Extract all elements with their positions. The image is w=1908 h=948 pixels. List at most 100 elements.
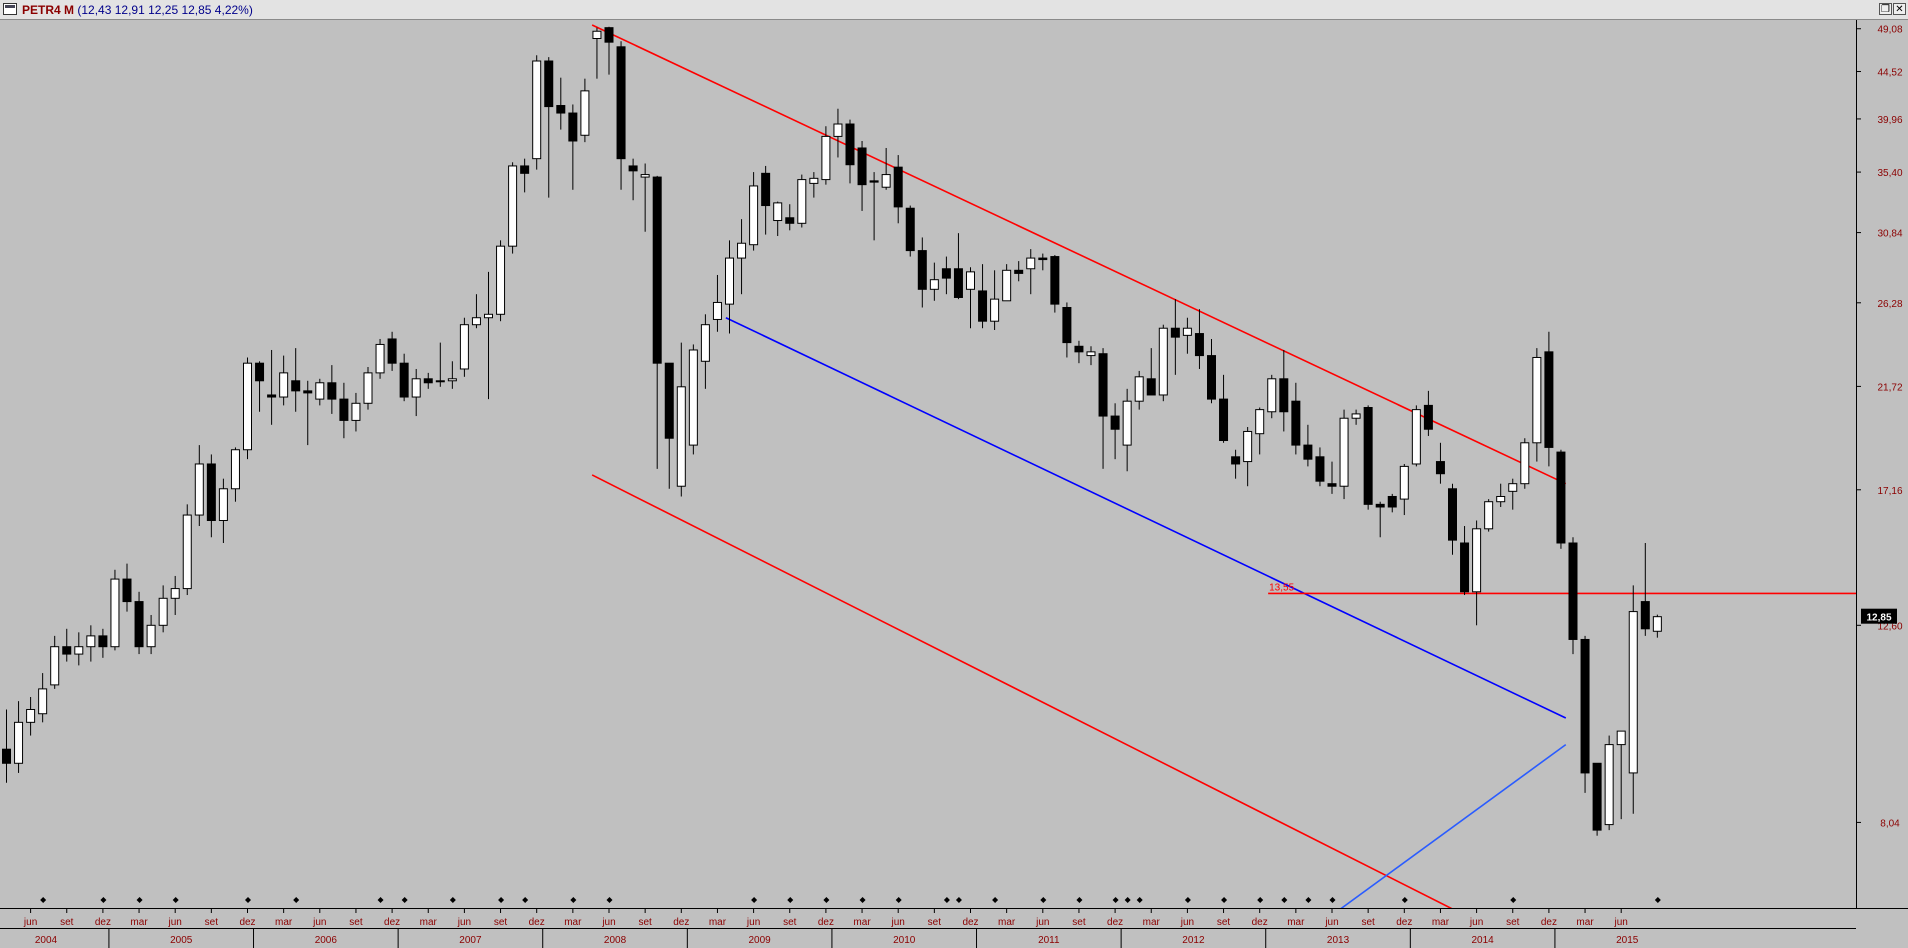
candle-down (869, 172, 879, 241)
price-tick-label: 26,28 (1877, 299, 1902, 310)
candle-up (351, 392, 361, 432)
event-marker (136, 897, 143, 903)
candle-body (773, 202, 783, 222)
close-window-icon[interactable]: ✕ (1893, 3, 1906, 15)
candle-body (1194, 333, 1204, 357)
event-marker (377, 897, 384, 903)
candle-up (1339, 409, 1349, 500)
candle-down (1315, 447, 1325, 487)
candle-body (327, 382, 337, 400)
month-tick-label: mar (853, 917, 871, 928)
event-marker (1510, 897, 1517, 903)
candle-body (1640, 601, 1650, 630)
candle-up (1508, 478, 1518, 510)
month-tick-label: jun (1035, 917, 1049, 928)
candle-up (182, 504, 192, 596)
candle-body (38, 688, 48, 715)
candle-body (785, 217, 795, 224)
candle-body (26, 708, 36, 723)
event-marker (1040, 897, 1047, 903)
year-label: 2014 (1472, 935, 1495, 946)
candle-down (339, 382, 349, 439)
candle-up (1532, 348, 1542, 462)
event-marker (1221, 897, 1228, 903)
month-tick-label: set (1506, 917, 1520, 928)
candle-body (712, 301, 722, 320)
candle-body (399, 362, 409, 398)
candle-body (411, 378, 421, 398)
candle-body (1496, 495, 1506, 503)
candle-up (797, 174, 807, 228)
month-tick-label: set (1361, 917, 1375, 928)
candle-down (893, 155, 903, 224)
candle-body (339, 398, 349, 421)
candle-up (881, 147, 891, 190)
candle-body (1158, 327, 1168, 396)
candle-up (86, 625, 96, 662)
candlestick-chart[interactable]: 49,08 44,52 39,96 35,40 30,84 26,28 21,72 17,16… (0, 20, 1908, 948)
candle-body (1207, 355, 1216, 400)
candle-body (1411, 409, 1421, 465)
candle-up (1652, 614, 1662, 638)
restore-window-icon[interactable]: ❐ (1879, 3, 1892, 15)
event-marker (100, 897, 107, 903)
candle-body (1182, 327, 1192, 336)
event-marker (1401, 897, 1408, 903)
candle-body (568, 112, 578, 142)
candle-down (1568, 537, 1578, 655)
year-label: 2004 (35, 935, 58, 946)
candle-up (1399, 463, 1409, 516)
candle-body (1122, 400, 1132, 446)
candle-down (1146, 348, 1156, 396)
year-label: 2012 (1182, 935, 1205, 946)
price-tick-label: 35,40 (1877, 168, 1902, 179)
candle-down (1435, 442, 1445, 484)
candle-up (411, 368, 421, 417)
ohlc-readout: (12,43 12,91 12,25 12,85 4,22%) (77, 3, 253, 17)
candle-body (1568, 542, 1578, 640)
candle-body (1580, 638, 1590, 774)
candle-up (1002, 264, 1012, 302)
last-price-label: 12,85 (1866, 613, 1891, 624)
candle-up (1484, 499, 1494, 532)
month-tick-label: dez (1107, 917, 1123, 928)
candle-body (1267, 378, 1277, 413)
event-marker (955, 897, 962, 903)
event-marker (859, 897, 866, 903)
candle-up (496, 240, 506, 322)
candle-up (14, 701, 24, 773)
candle-up (640, 163, 650, 232)
month-tick-label: jun (1180, 917, 1194, 928)
candle-body (556, 105, 566, 114)
candle-body (303, 390, 313, 394)
month-tick-label: dez (384, 917, 400, 928)
candle-body (375, 343, 385, 374)
candle-up (146, 614, 156, 655)
candle-body (1050, 256, 1060, 305)
month-tick-label: jun (1324, 917, 1338, 928)
candle-body (279, 372, 289, 398)
candle-body (1219, 398, 1229, 442)
candle-up (279, 355, 289, 406)
event-marker (522, 897, 529, 903)
candle-down (206, 454, 216, 538)
lower-channel-line (591, 474, 1453, 908)
candle-down (399, 353, 409, 402)
time-axis: jun set dez mar jun set dez mar jun set dez mar jun s… (23, 909, 1639, 948)
candle-body (1375, 503, 1385, 508)
candle-up (74, 632, 84, 666)
candle-body (1014, 269, 1024, 274)
candle-up (194, 445, 204, 527)
candle-down (1640, 542, 1650, 636)
candle-down (1592, 762, 1602, 836)
month-tick-label: mar (709, 917, 727, 928)
candle-body (267, 394, 277, 398)
candle-body (592, 30, 602, 40)
month-tick-label: mar (564, 917, 582, 928)
candle-up (435, 342, 445, 387)
candle-up (447, 361, 457, 389)
month-tick-label: mar (1287, 917, 1305, 928)
candle-down (857, 140, 867, 211)
candle-body (1556, 451, 1566, 544)
event-marker (293, 897, 300, 903)
